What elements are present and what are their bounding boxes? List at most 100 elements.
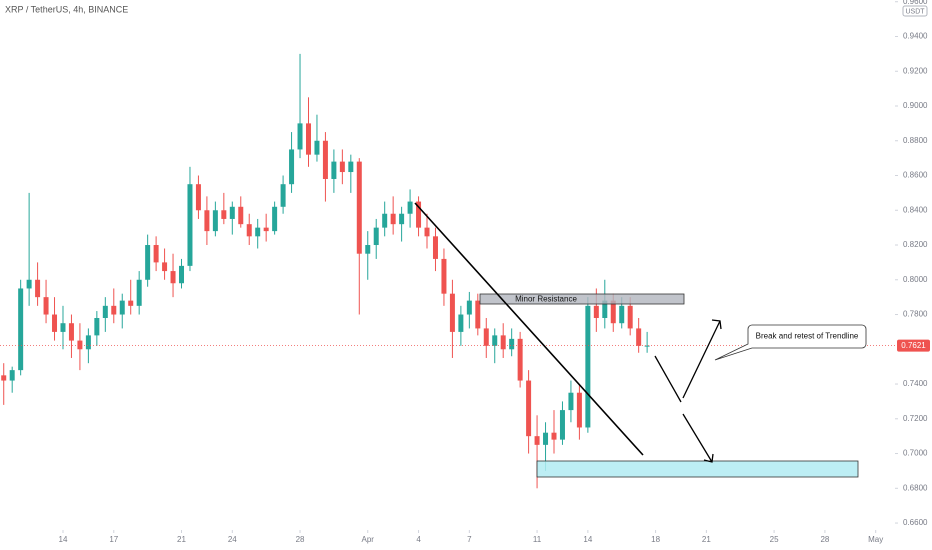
- arrow-head: [703, 453, 714, 463]
- candle-body: [424, 227, 430, 237]
- candle-body: [26, 279, 32, 289]
- candle-body: [551, 432, 557, 440]
- candle-body: [517, 338, 523, 381]
- y-tick-label: 0.9600: [903, 0, 928, 6]
- chart-title: XRP / TetherUS, 4h, BINANCE: [5, 4, 128, 14]
- candle-body: [255, 227, 261, 237]
- y-tick-label: 0.6800: [903, 483, 928, 492]
- candle-body: [576, 392, 582, 428]
- support-zone: [536, 460, 859, 478]
- candle-body: [77, 340, 83, 350]
- candle-body: [272, 206, 278, 232]
- y-tick-label: 0.6600: [903, 518, 928, 527]
- candle-body: [492, 335, 498, 346]
- candle-body: [94, 318, 100, 336]
- x-tick-label: 18: [651, 535, 660, 544]
- candle-body: [593, 305, 599, 318]
- candle-body: [145, 245, 151, 280]
- x-tick-label: 24: [228, 535, 237, 544]
- candle-body: [102, 305, 108, 318]
- candle-body: [263, 227, 269, 232]
- path-arrow: [654, 355, 682, 403]
- plot: [0, 53, 895, 489]
- candle-body: [534, 436, 540, 445]
- x-tick-label: 25: [770, 535, 779, 544]
- candle-body: [585, 305, 591, 428]
- x-tick-label: 21: [177, 535, 186, 544]
- y-tick-label: 0.7800: [903, 310, 928, 319]
- candle-body: [179, 265, 185, 284]
- candle-body: [212, 210, 218, 232]
- candle-body: [314, 140, 320, 155]
- candle-body: [246, 224, 252, 237]
- candle-body: [18, 288, 24, 371]
- x-tick-label: 14: [59, 535, 68, 544]
- x-tick-label: Apr: [362, 535, 375, 544]
- candle-body: [543, 432, 549, 445]
- y-tick-label: 0.9400: [903, 32, 928, 41]
- candle-body: [128, 300, 134, 306]
- y-tick-label: 0.7400: [903, 379, 928, 388]
- x-tick-label: 28: [820, 535, 829, 544]
- candle-body: [475, 300, 481, 329]
- candle-body: [111, 305, 117, 315]
- last-price-label: 0.7621: [901, 341, 926, 350]
- candle-body: [449, 293, 455, 332]
- candle-body: [297, 123, 303, 150]
- candle-body: [68, 323, 74, 341]
- candle-body: [170, 271, 176, 284]
- candle-body: [610, 300, 616, 324]
- candle-body: [373, 227, 379, 246]
- candle-body: [162, 262, 168, 272]
- candle-body: [441, 258, 447, 294]
- x-tick-label: 21: [702, 535, 711, 544]
- candle-body: [466, 300, 472, 315]
- candle-body: [1, 375, 7, 381]
- x-tick-label: 11: [533, 535, 542, 544]
- candle-body: [500, 335, 506, 350]
- y-tick-label: 0.8200: [903, 240, 928, 249]
- candle-body: [526, 380, 532, 437]
- candle-body: [289, 149, 295, 185]
- y-tick-label: 0.7200: [903, 414, 928, 423]
- x-tick-label: 28: [296, 535, 305, 544]
- candle-body: [305, 123, 311, 155]
- x-tick-label: 17: [109, 535, 118, 544]
- candle-body: [619, 305, 625, 324]
- candle-body: [636, 328, 642, 346]
- candle-body: [35, 279, 41, 298]
- y-tick-label: 0.8600: [903, 171, 928, 180]
- candle-body: [509, 338, 515, 350]
- y-tick-label: 0.9200: [903, 66, 928, 75]
- y-tick-label: 0.8800: [903, 136, 928, 145]
- candle-body: [60, 323, 66, 332]
- x-tick-label: May: [868, 535, 883, 544]
- candle-body: [627, 305, 633, 329]
- candle-body: [602, 300, 608, 318]
- candle-body: [339, 161, 345, 173]
- candle-body: [238, 206, 244, 225]
- callout-label: Break and retest of Trendline: [756, 332, 859, 341]
- currency-box: [902, 5, 928, 17]
- candle-body: [331, 161, 337, 179]
- path-arrow: [682, 320, 721, 399]
- candle-body: [52, 314, 58, 332]
- y-tick-label: 0.8000: [903, 275, 928, 284]
- candle-body: [204, 210, 210, 232]
- candle-body: [221, 210, 227, 219]
- candle-body: [153, 245, 159, 263]
- candle-body: [432, 236, 438, 259]
- candle-body: [559, 410, 565, 440]
- y-tick-label: 0.8400: [903, 205, 928, 214]
- candle-body: [322, 140, 328, 179]
- path-arrow: [682, 413, 713, 463]
- y-tick-label: 0.9000: [903, 101, 928, 110]
- arrow-head: [711, 319, 722, 330]
- candle-body: [399, 213, 405, 225]
- x-tick-label: 14: [583, 535, 592, 544]
- candle-body: [365, 245, 371, 254]
- candle-body: [458, 314, 464, 332]
- resistance-box: [479, 293, 685, 305]
